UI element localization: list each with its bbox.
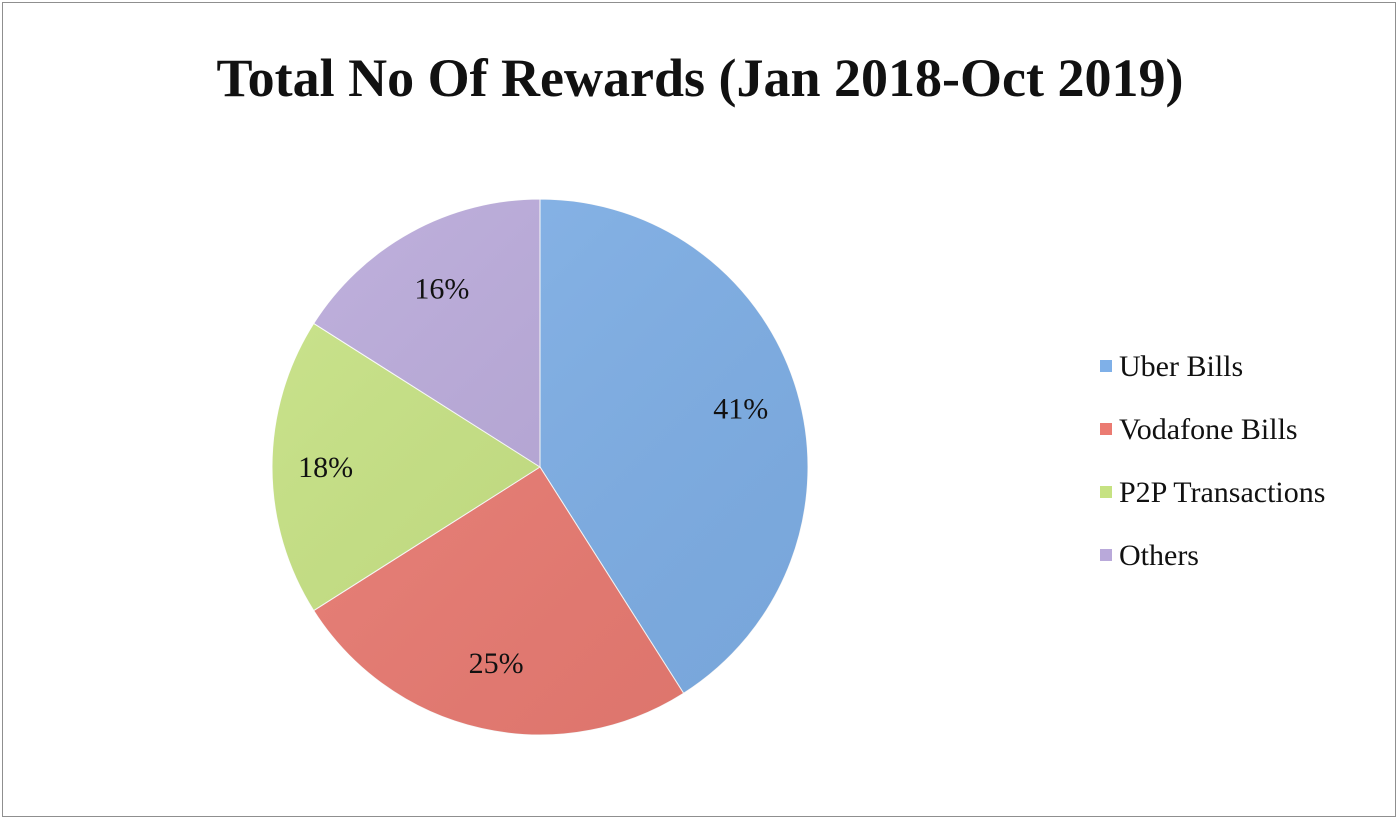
slice-label-uber-bills: 41% [713,393,768,426]
chart-title: Total No Of Rewards (Jan 2018-Oct 2019) [217,48,1184,108]
legend-label-uber-bills: Uber Bills [1119,350,1243,383]
pie-slice-labels: 41% 25% 18% 16% [298,273,768,681]
legend-swatch-uber-bills [1100,360,1112,372]
pie-slices [271,198,809,736]
legend-label-p2p-transactions: P2P Transactions [1119,476,1325,509]
legend-label-vodafone-bills: Vodafone Bills [1119,413,1298,446]
slice-label-p2p-transactions: 18% [298,451,353,484]
legend-swatch-p2p-transactions [1100,486,1112,498]
slice-label-vodafone-bills: 25% [469,647,524,680]
legend-swatch-others [1100,549,1112,561]
legend-swatch-vodafone-bills [1100,423,1112,435]
pie-shading [272,199,808,735]
legend: Uber Bills Vodafone Bills P2P Transactions… [1100,350,1325,572]
legend-label-others: Others [1119,539,1199,572]
slice-label-others: 16% [414,273,469,306]
